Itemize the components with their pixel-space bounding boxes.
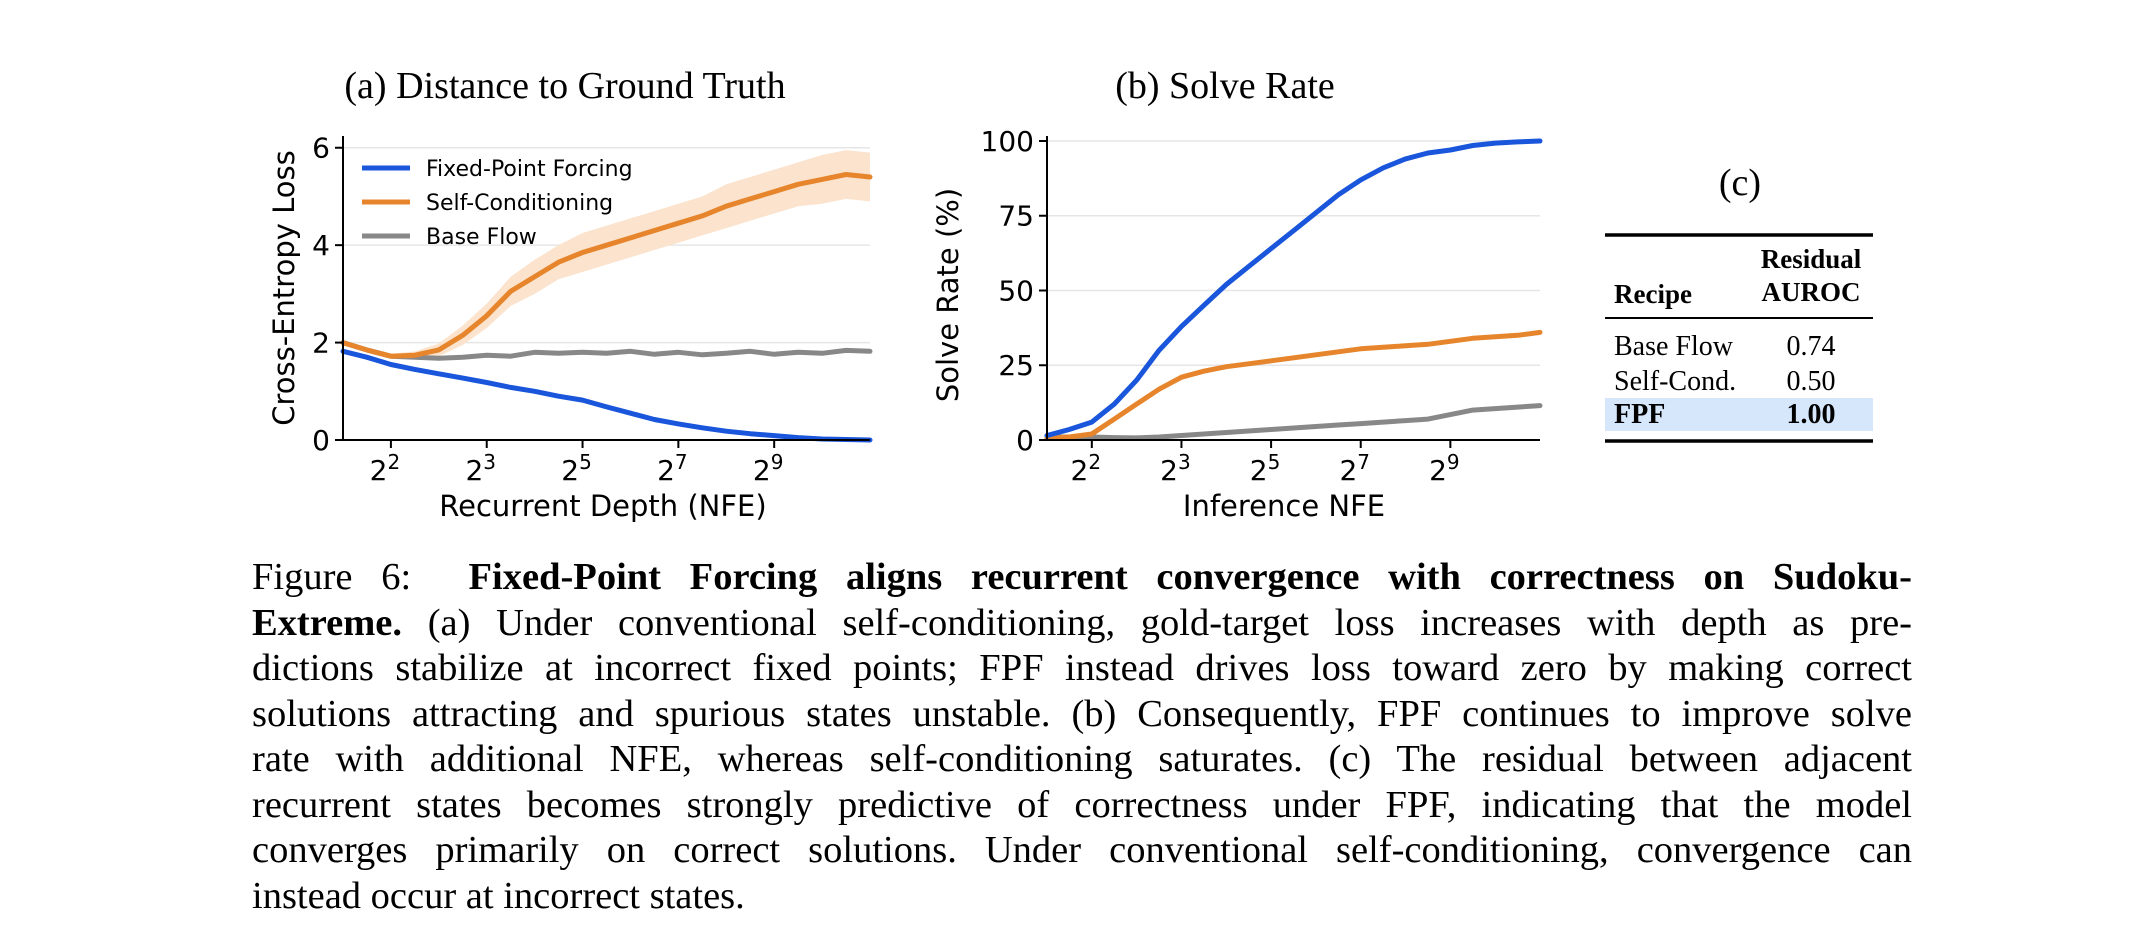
table-row-value: 1.00: [1787, 399, 1836, 430]
x-tick-label: 29: [1429, 450, 1460, 487]
panel-a-legend: Fixed-Point Forcing Self-Conditioning Base…: [362, 157, 633, 250]
caption-line: Figure 6: Fixed-Point Forcing aligns rec…: [252, 555, 1912, 601]
caption-label: Figure 6:: [252, 556, 412, 598]
y-tick-label: 6: [312, 132, 330, 165]
panel-b-series-lines: [1044, 138, 1543, 441]
y-tick-label: 0: [312, 424, 330, 457]
panel-b-grid: [1047, 140, 1540, 366]
legend-label: Fixed-Point Forcing: [426, 157, 633, 182]
table-row-recipe: FPF: [1614, 399, 1665, 430]
table-header-residual: Residual: [1761, 244, 1862, 274]
y-tick-label: 100: [981, 125, 1034, 158]
caption-line: Extreme. (a) Under conventional self-con…: [252, 601, 1912, 647]
panel-a-title: (a) Distance to Ground Truth: [344, 65, 785, 107]
caption-bold-title: Fixed-Point Forcing aligns recurrent con…: [468, 556, 1913, 598]
table-header-recipe: Recipe: [1614, 279, 1692, 309]
panel-a-series-lines: [340, 172, 873, 443]
x-tick-label: 23: [1160, 450, 1191, 487]
series-line-base_flow: [1044, 403, 1543, 441]
x-tick-label: 22: [1071, 450, 1102, 487]
panel-b-x-ticks: 22 23 25 27 29: [1071, 440, 1460, 487]
panel-b-x-axis-label: Inference NFE: [1183, 489, 1385, 523]
x-tick-label: 27: [1339, 450, 1370, 487]
legend-label: Self-Conditioning: [426, 191, 613, 216]
table-row-recipe: Self-Cond.: [1614, 366, 1736, 397]
panel-a-y-axis-label: Cross-Entropy Loss: [267, 150, 301, 425]
panel-b-solve-rate-chart: (b) Solve Rate 0 25 50 75 100 22 23 25 27 29 Inf…: [931, 65, 1543, 523]
panel-b-y-ticks: 0 25 50 75 100: [981, 125, 1047, 457]
caption-line: recurrent states becomes strongly predic…: [252, 783, 1912, 826]
table-row-value: 0.74: [1787, 331, 1836, 362]
x-tick-label: 22: [370, 450, 401, 487]
figure-6: (a) Distance to Ground Truth 0 2 4 6 22 23 25…: [267, 65, 1873, 523]
series-line-base_flow: [340, 340, 873, 361]
table-row-value: 0.50: [1787, 366, 1836, 397]
panel-a-axes: [342, 136, 870, 441]
table-header-auroc: AUROC: [1762, 277, 1861, 307]
x-tick-label: 29: [753, 450, 784, 487]
x-tick-label: 23: [465, 450, 496, 487]
caption-line: solutions attracting and spurious states…: [252, 692, 1912, 735]
x-tick-label: 25: [561, 450, 592, 487]
series-line-self_cond: [340, 172, 873, 359]
panel-a-y-ticks: 0 2 4 6: [312, 132, 343, 457]
x-tick-label: 27: [657, 450, 688, 487]
y-tick-label: 50: [998, 274, 1034, 307]
panel-a-x-axis-label: Recurrent Depth (NFE): [439, 489, 766, 523]
caption-line: instead occur at incorrect states.: [252, 874, 745, 917]
y-tick-label: 4: [312, 229, 330, 262]
panel-b-axes: [1046, 136, 1540, 441]
y-tick-label: 25: [998, 349, 1034, 382]
series-line-fpf: [1044, 138, 1543, 438]
panel-b-y-axis-label: Solve Rate (%): [931, 188, 965, 402]
table-row-recipe: Base Flow: [1614, 331, 1734, 362]
panel-b-title: (b) Solve Rate: [1115, 65, 1335, 107]
panel-c-title: (c): [1719, 162, 1761, 204]
caption-line: converges primarily on correct solutions…: [252, 829, 1912, 871]
legend-label: Base Flow: [426, 225, 537, 250]
caption-line: dictions stabilize at incorrect fixed po…: [252, 647, 1912, 689]
caption-bold-title-cont: Extreme.: [252, 601, 403, 644]
panel-a-x-ticks: 22 23 25 27 29: [370, 440, 784, 487]
series-line-fpf: [340, 348, 873, 443]
caption-line: rate with additional NFE, whereas self-c…: [252, 738, 1912, 780]
y-tick-label: 2: [312, 327, 330, 360]
panel-a-distance-chart: (a) Distance to Ground Truth 0 2 4 6 22 23 25…: [267, 65, 873, 523]
caption-line-text: (a) Under conventional self-conditioning…: [427, 601, 1913, 644]
figure-caption: Figure 6: Fixed-Point Forcing aligns rec…: [252, 555, 1912, 919]
series-line-self_cond: [1044, 329, 1543, 441]
y-tick-label: 75: [998, 200, 1034, 233]
x-tick-label: 25: [1250, 450, 1281, 487]
y-tick-label: 0: [1016, 424, 1034, 457]
panel-c-auroc-table: (c) Recipe Residual AUROC Base Flow 0.74…: [1605, 162, 1873, 443]
table-highlight-row: [1605, 398, 1873, 431]
